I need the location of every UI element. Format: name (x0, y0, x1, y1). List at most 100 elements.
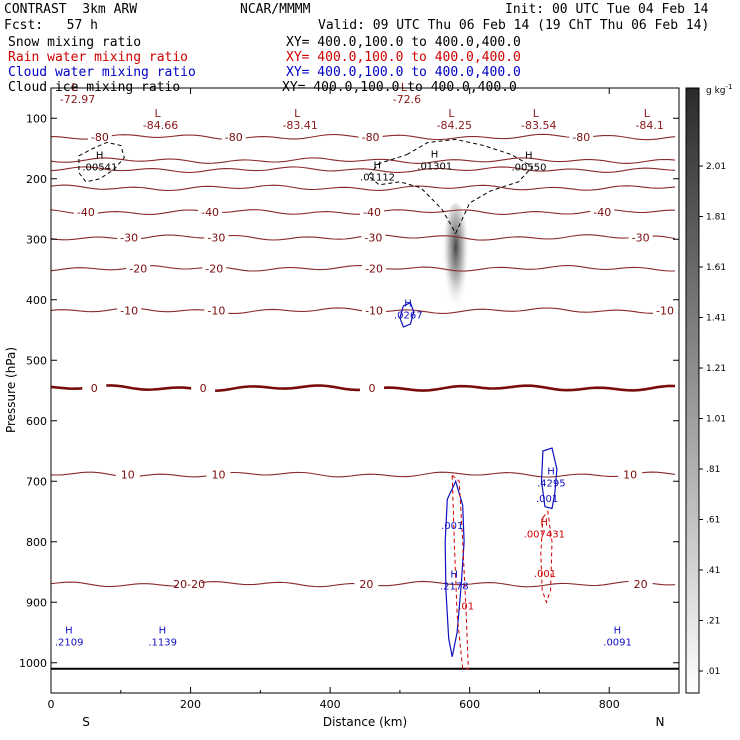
contour-label-bg (115, 468, 140, 480)
contour-label: 0 (91, 382, 98, 395)
contour-label-bg (117, 304, 142, 316)
field-xy-rain: XY= 400.0,100.0 to 400.0,400.0 (286, 50, 521, 65)
contour-label-bg (87, 131, 112, 143)
ice-maximum-value: .00550 (511, 163, 546, 174)
minimum-marker: L (533, 107, 540, 120)
cloud-water-value: .0267 (394, 310, 423, 321)
ice-maximum-marker: H (431, 149, 439, 160)
temperature-contour (51, 184, 676, 192)
minimum-value: -84.1 (635, 119, 663, 132)
contour-label-bg (362, 262, 387, 274)
x-tick-label: 600 (459, 698, 480, 711)
contour-label-bg (206, 468, 231, 480)
x-tick-label: 0 (48, 698, 55, 711)
contour-label-bg (221, 131, 246, 143)
contour-label: -20 (205, 262, 223, 275)
cloud-water-value: .2178 (440, 581, 469, 592)
contour-label: 10 (623, 469, 637, 482)
colorbar-label: .41 (706, 566, 720, 576)
cloud-ice-contour (78, 141, 125, 183)
contour-label-bg (361, 231, 386, 243)
colorbar-label: .21 (706, 617, 720, 627)
contour-label: -30 (364, 231, 382, 244)
cloud-water-value: .0091 (603, 638, 632, 649)
temperature-contour (51, 157, 676, 164)
contour-label-bg (204, 304, 229, 316)
minimum-value: -83.54 (521, 119, 556, 132)
contour-label-bg (358, 131, 383, 143)
contour-label: -30 (632, 231, 650, 244)
contour-label-bg (653, 304, 678, 316)
cloud-water-value: .4295 (537, 478, 566, 489)
y-tick-label: 200 (26, 173, 47, 186)
y-tick-label: 700 (26, 475, 47, 488)
cloud-water-maximum-marker: H (159, 626, 167, 637)
contour-label: -40 (363, 206, 381, 219)
minimum-value: -72.97 (60, 93, 95, 106)
contour-label: 0 (368, 382, 375, 395)
colorbar-label: 1.21 (706, 364, 726, 374)
ice-maximum-value: .01301 (417, 161, 452, 172)
contour-label: -80 (572, 131, 590, 144)
rain-value: .007431 (524, 529, 565, 540)
cloud-water-value: .001 (536, 494, 558, 505)
contour-label: 10 (121, 469, 135, 482)
colorbar-label: 1.61 (706, 263, 726, 273)
field-xy-snow: XY= 400.0,100.0 to 400.0,400.0 (286, 35, 521, 50)
contour-label: -20 (365, 262, 383, 275)
y-axis-title: Pressure (hPa) (4, 347, 18, 433)
contour-label: -40 (201, 206, 219, 219)
contour-label-bg (590, 206, 615, 218)
contour-label: -80 (225, 131, 243, 144)
contour-label-bg (618, 468, 643, 480)
minimum-marker: L (72, 81, 79, 94)
colorbar-label: 1.41 (706, 314, 726, 324)
field-name-cloud-water: Cloud water mixing ratio (8, 65, 196, 80)
contour-label-bg (177, 578, 202, 590)
colorbar-label: .81 (706, 465, 720, 475)
rain-contour (451, 474, 469, 670)
contour-label-bg (191, 382, 216, 394)
y-tick-label: 1000 (19, 657, 47, 670)
contour-label-bg (628, 231, 653, 243)
cloud-water-contour (540, 447, 558, 510)
valid-time: Valid: 09 UTC Thu 06 Feb 14 (19 ChT Thu … (318, 18, 710, 33)
contour-label-bg (82, 382, 107, 394)
field-xy-cloud-water: XY= 400.0,100.0 to 400.0,400.0 (286, 65, 521, 80)
contour-label-bg (126, 262, 151, 274)
y-tick-label: 500 (26, 354, 47, 367)
contour-label-bg (359, 382, 384, 394)
cloud-water-maximum-marker: H (65, 626, 73, 637)
rain-value: .01 (458, 601, 474, 612)
contour-label-bg (204, 231, 229, 243)
minimum-value: -83.41 (282, 119, 317, 132)
x-tick-label: 800 (599, 698, 620, 711)
contour-label-bg (628, 578, 653, 590)
y-tick-label: 600 (26, 415, 47, 428)
plot-title: CONTRAST 3km ARW (4, 2, 138, 17)
contour-label-bg (198, 206, 223, 218)
ice-maximum-marker: H (96, 151, 104, 162)
minimum-marker: L (448, 107, 455, 120)
minimum-marker: L (294, 107, 301, 120)
contour-label: -10 (656, 305, 674, 318)
minimum-value: -72.6 (393, 93, 421, 106)
colorbar-label: .61 (706, 516, 720, 526)
ice-maximum-marker: H (525, 151, 533, 162)
temperature-contour (51, 471, 676, 478)
minimum-marker: L (401, 81, 408, 94)
contour-label-bg (362, 304, 387, 316)
contour-label: -10 (120, 305, 138, 318)
contour-label: 20 (359, 578, 373, 591)
contour-label-bg (354, 578, 379, 590)
rain-maximum-marker: H (540, 517, 548, 528)
cloud-water-maximum-marker: H (614, 626, 622, 637)
contour-label: -40 (593, 206, 611, 219)
contour-label-bg (202, 262, 227, 274)
x-end-label: N (656, 715, 665, 729)
x-tick-label: 400 (320, 698, 341, 711)
init-time: Init: 00 UTC Tue 04 Feb 14 (505, 2, 709, 17)
x-axis-title: Distance (km) (323, 715, 407, 729)
ice-maximum-value: .00541 (82, 163, 117, 174)
y-tick-label: 100 (26, 112, 47, 125)
